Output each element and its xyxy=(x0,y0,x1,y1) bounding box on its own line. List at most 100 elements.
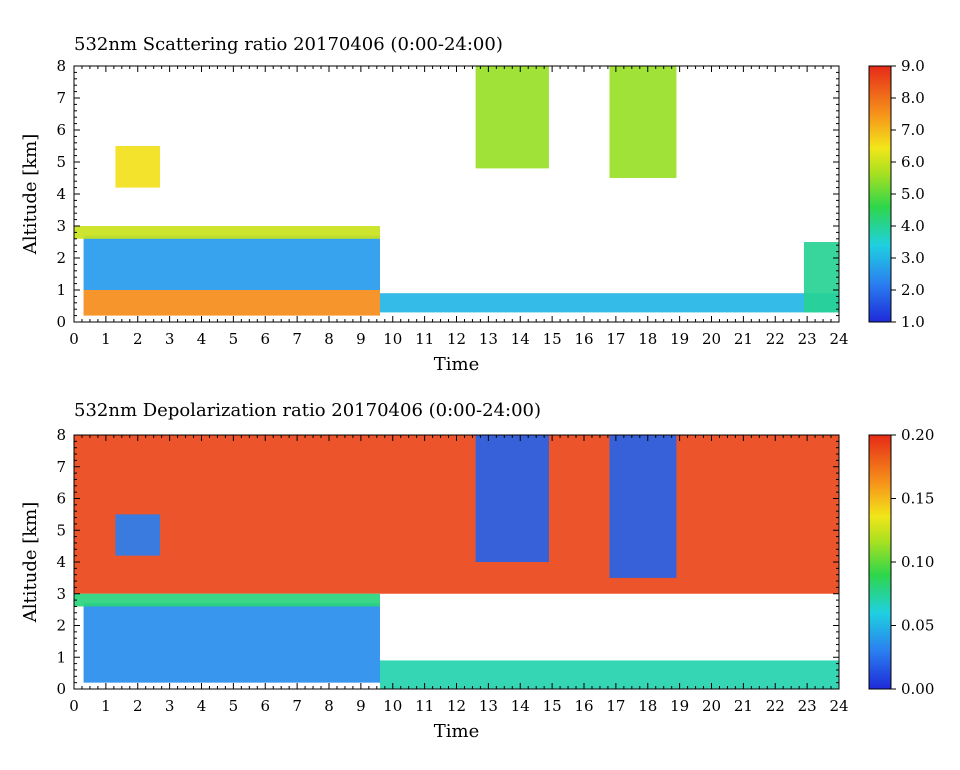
x-tick-label: 10 xyxy=(383,697,402,715)
data-layer-4 xyxy=(115,146,161,188)
colorbar-tick-label: 0.20 xyxy=(901,426,934,444)
x-tick-label: 3 xyxy=(165,330,175,348)
x-tick-label: 20 xyxy=(702,330,721,348)
x-tick-label: 24 xyxy=(829,697,848,715)
data-layer-2 xyxy=(83,235,380,290)
x-tick-label: 6 xyxy=(260,330,270,348)
x-tick-label: 13 xyxy=(479,330,498,348)
data-layer-3 xyxy=(74,593,380,607)
x-tick-label: 8 xyxy=(324,697,334,715)
x-tick-label: 19 xyxy=(670,697,689,715)
x-tick-label: 16 xyxy=(574,330,593,348)
y-axis: 0 1 2 3 4 5 6 7 8 xyxy=(56,57,839,331)
x-tick-label: 24 xyxy=(829,330,848,348)
data-layer-2 xyxy=(83,603,380,683)
colorbar: 0.00 0.05 0.10 0.15 0.20 xyxy=(868,426,934,698)
y-tick-label: 1 xyxy=(56,281,66,299)
chart-panel-2: 532nm Depolarization ratio 20170406 (0:0… xyxy=(20,400,934,742)
x-tick-label: 4 xyxy=(197,330,207,348)
x-tick-label: 2 xyxy=(133,697,143,715)
y-tick-label: 3 xyxy=(56,217,66,235)
data-layer-6 xyxy=(475,435,549,562)
x-tick-label: 15 xyxy=(543,697,562,715)
y-tick-label: 0 xyxy=(56,680,66,698)
data-layer-3 xyxy=(74,226,380,239)
colorbar-tick-label: 8.0 xyxy=(901,89,925,107)
y-tick-label: 5 xyxy=(56,153,66,171)
y-tick-label: 7 xyxy=(56,458,66,476)
y-tick-label: 2 xyxy=(56,249,66,267)
data-layer-4 xyxy=(115,514,161,556)
x-tick-label: 7 xyxy=(292,697,302,715)
x-tick-label: 7 xyxy=(292,330,302,348)
colorbar: 1.0 2.0 3.0 4.0 5.0 6.0 7.0 8.0 9.0 xyxy=(868,57,925,331)
x-tick-label: 2 xyxy=(133,330,143,348)
y-axis-label: Altitude [km] xyxy=(20,502,41,624)
x-tick-label: 14 xyxy=(511,697,530,715)
x-tick-label: 22 xyxy=(766,697,785,715)
data-layer-7 xyxy=(609,435,677,578)
x-tick-label: 11 xyxy=(415,697,434,715)
colorbar-tick-label: 3.0 xyxy=(901,249,925,267)
x-tick-label: 12 xyxy=(447,697,466,715)
x-tick-label: 3 xyxy=(165,697,175,715)
x-tick-label: 1 xyxy=(101,330,111,348)
x-tick-label: 6 xyxy=(260,697,270,715)
colorbar-gradient xyxy=(868,65,892,323)
colorbar-tick-label: 1.0 xyxy=(901,313,925,331)
x-tick-label: 17 xyxy=(606,330,625,348)
x-tick-label: 8 xyxy=(324,330,334,348)
x-tick-label: 12 xyxy=(447,330,466,348)
x-tick-label: 20 xyxy=(702,697,721,715)
data-layer-8 xyxy=(803,242,839,313)
data-layer-1 xyxy=(74,435,839,594)
x-tick-label: 9 xyxy=(356,697,366,715)
x-tick-label: 4 xyxy=(197,697,207,715)
x-tick-label: 23 xyxy=(798,697,817,715)
colorbar-tick-label: 4.0 xyxy=(901,217,925,235)
x-tick-label: 10 xyxy=(383,330,402,348)
y-axis-label: Altitude [km] xyxy=(20,134,41,256)
x-tick-label: 16 xyxy=(574,697,593,715)
chart-title: 532nm Scattering ratio 20170406 (0:00-24… xyxy=(74,34,503,55)
x-tick-label: 19 xyxy=(670,330,689,348)
colorbar-tick-label: 9.0 xyxy=(901,57,925,75)
x-axis: 0 1 2 3 4 5 6 7 8 9 10 11 12 13 14 15 16 17 18 19 20 21 22 23 24 xyxy=(69,435,849,715)
y-tick-label: 2 xyxy=(56,617,66,635)
x-axis-label: Time xyxy=(434,354,479,375)
x-tick-label: 11 xyxy=(415,330,434,348)
y-tick-label: 3 xyxy=(56,585,66,603)
y-tick-label: 8 xyxy=(56,57,66,75)
colorbar-tick-label: 2.0 xyxy=(901,281,925,299)
x-tick-label: 17 xyxy=(606,697,625,715)
x-tick-label: 18 xyxy=(638,330,657,348)
data-layer-5 xyxy=(380,293,839,313)
x-tick-label: 1 xyxy=(101,697,111,715)
x-tick-label: 21 xyxy=(734,697,753,715)
data-layers xyxy=(74,66,839,316)
colorbar-tick-label: 5.0 xyxy=(901,185,925,203)
colorbar-gradient xyxy=(868,434,892,690)
x-tick-label: 5 xyxy=(229,330,239,348)
x-tick-label: 18 xyxy=(638,697,657,715)
colorbar-tick-label: 6.0 xyxy=(901,153,925,171)
x-tick-label: 21 xyxy=(734,330,753,348)
colorbar-tick-label: 0.05 xyxy=(901,617,934,635)
chart-panel-1: 532nm Scattering ratio 20170406 (0:00-24… xyxy=(20,34,925,375)
data-layer-5 xyxy=(380,660,839,689)
x-tick-label: 13 xyxy=(479,697,498,715)
x-tick-label: 15 xyxy=(543,330,562,348)
x-tick-label: 0 xyxy=(69,697,79,715)
colorbar-tick-label: 0.10 xyxy=(901,553,934,571)
data-layer-6 xyxy=(475,66,549,169)
y-tick-label: 8 xyxy=(56,426,66,444)
x-tick-label: 23 xyxy=(798,330,817,348)
x-tick-label: 14 xyxy=(511,330,530,348)
colorbar-tick-label: 0.15 xyxy=(901,490,934,508)
x-tick-label: 0 xyxy=(69,330,79,348)
y-tick-label: 1 xyxy=(56,648,66,666)
x-tick-label: 22 xyxy=(766,330,785,348)
data-layer-1 xyxy=(83,290,380,316)
y-tick-label: 7 xyxy=(56,89,66,107)
